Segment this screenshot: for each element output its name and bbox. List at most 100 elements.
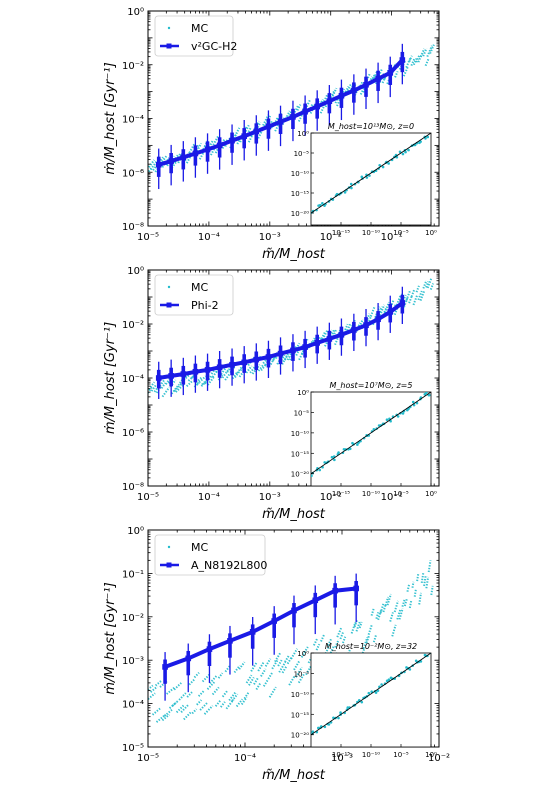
mc-point — [405, 290, 412, 301]
mc-point — [369, 74, 376, 85]
inset-y-tick-label: 10⁻²⁰ — [291, 732, 309, 740]
series-marker — [314, 103, 320, 110]
series-marker — [192, 150, 199, 157]
mc-point — [296, 104, 302, 111]
mc-point — [368, 315, 373, 322]
mc-point — [278, 661, 287, 673]
mc-point — [315, 643, 321, 651]
inset-x-tick-label: 10⁻¹⁵ — [332, 229, 350, 237]
inset-point — [404, 150, 407, 154]
mc-point — [344, 323, 349, 331]
inset-point — [311, 730, 315, 734]
inset-point — [432, 390, 435, 393]
mc-point — [383, 301, 390, 314]
mc-point — [161, 386, 170, 398]
mc-point — [313, 638, 319, 646]
inset-point — [389, 419, 392, 423]
mc-point — [341, 636, 347, 644]
series-marker — [206, 646, 213, 652]
mc-point — [217, 672, 224, 679]
mc-point — [403, 598, 408, 607]
inset-point — [343, 191, 347, 194]
legend-sim-label: A_N8192L800 — [191, 559, 267, 572]
series-marker — [290, 347, 296, 354]
mc-point — [293, 104, 300, 113]
inset-x-tick-label: 10⁻¹⁰ — [362, 229, 380, 237]
inset-x-tick-label: 10⁻¹⁵ — [332, 490, 350, 498]
mc-point — [221, 689, 229, 698]
series-marker — [351, 87, 357, 94]
mc-point — [191, 708, 198, 715]
inset-title: M_host=10⁻²M⊙, z=32 — [325, 642, 417, 651]
x-tick-label: 10⁻⁵ — [137, 232, 159, 243]
mc-point — [419, 290, 426, 301]
mc-point — [281, 665, 288, 674]
mc-point — [286, 352, 293, 361]
mc-point — [408, 55, 413, 62]
simulation-series — [155, 43, 406, 190]
series-marker — [302, 344, 308, 350]
mc-point — [262, 679, 269, 687]
chart-panel-2: 10⁻⁵ 10⁻⁴ 10⁻³ 10⁻² 10⁻¹ 10⁻⁸ 10⁻⁶ 10⁻⁴ 10⁻² 10⁰ m… — [103, 266, 440, 522]
inset-point — [425, 392, 428, 395]
mc-point — [268, 686, 277, 698]
x-tick-label: 10⁻³ — [259, 492, 281, 503]
mc-point — [260, 668, 267, 677]
mc-point — [412, 294, 419, 306]
inset-y-tick-label: 10⁻⁵ — [294, 670, 310, 678]
legend-sim-marker — [166, 43, 172, 49]
series-marker — [312, 597, 319, 604]
mc-point — [372, 634, 378, 643]
inset-point — [426, 135, 430, 139]
mc-point — [411, 581, 415, 588]
mc-point — [155, 713, 167, 723]
mc-point — [208, 140, 214, 148]
series-marker — [338, 92, 345, 99]
axes-frame — [147, 529, 440, 748]
series-marker — [351, 327, 357, 333]
mc-scatter — [148, 560, 434, 723]
series-marker — [375, 76, 381, 82]
mc-point — [362, 637, 369, 649]
mc-point — [379, 304, 386, 316]
mc-point — [284, 654, 290, 663]
mc-point — [175, 704, 185, 714]
series-marker — [185, 655, 192, 662]
mc-point — [285, 110, 293, 122]
inset-point — [337, 451, 340, 454]
series-marker — [155, 161, 162, 168]
inset-y-tick-label: 10⁻⁵ — [294, 409, 310, 417]
mc-point — [391, 303, 397, 315]
mc-point — [416, 573, 420, 582]
legend-mc-marker — [167, 26, 171, 30]
mc-point — [357, 318, 364, 331]
mc-point — [260, 364, 267, 372]
mc-point — [412, 57, 418, 66]
mc-point — [394, 70, 399, 78]
x-tick-label: 10⁻² — [320, 232, 342, 243]
mc-point — [427, 560, 432, 573]
inset-x-tick-label: 10⁰ — [425, 229, 437, 237]
mc-point — [231, 372, 238, 380]
mc-point — [424, 57, 430, 67]
mc-point — [228, 691, 237, 702]
mc-point — [171, 153, 180, 164]
series-marker — [192, 368, 199, 375]
series-marker — [338, 331, 345, 338]
series-marker — [363, 81, 369, 88]
mc-point — [418, 592, 423, 605]
inset-plot — [311, 390, 435, 478]
x-tick-label: 10⁻⁴ — [198, 232, 220, 243]
inset-title: M_host=10¹³M⊙, z=0 — [328, 122, 414, 131]
inset-point — [350, 186, 353, 190]
inset-y-tick-label: 10⁻¹⁰ — [291, 691, 309, 699]
y-tick-label: 10⁻⁴ — [122, 700, 144, 711]
y-axis-label: ṁ/M_host [Gyr⁻¹] — [103, 582, 118, 694]
mc-point — [150, 685, 158, 693]
mc-point — [410, 57, 416, 66]
mc-point — [188, 678, 196, 686]
series-marker — [302, 108, 308, 115]
legend: MC A_N8192L800 — [154, 534, 267, 576]
mc-point — [257, 661, 265, 672]
y-tick-label: 10⁻⁸ — [122, 222, 144, 233]
